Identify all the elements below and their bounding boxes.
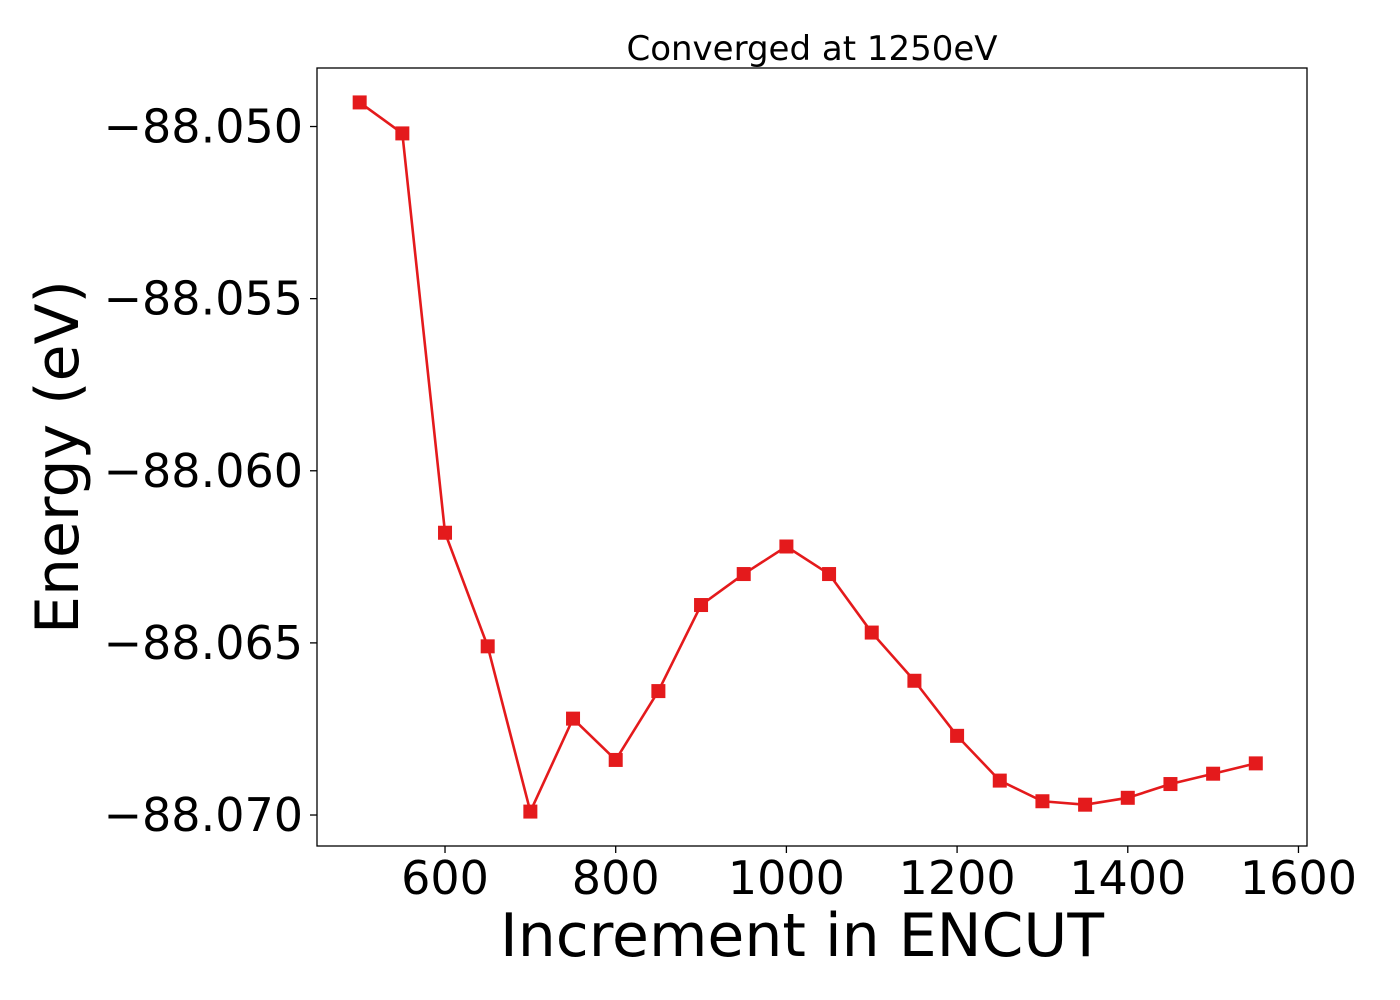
data-point-marker	[736, 567, 751, 582]
x-tick-label: 1000	[728, 851, 845, 905]
y-tick-label: −88.060	[104, 444, 304, 498]
y-tick-label: −88.055	[104, 272, 304, 326]
x-tick-label: 1400	[1069, 851, 1186, 905]
y-tick-label: −88.050	[104, 100, 304, 154]
y-axis-label: Energy (eV)	[23, 280, 93, 634]
data-point-marker	[1248, 756, 1263, 771]
data-point-marker	[1163, 777, 1178, 792]
x-tick-label: 1600	[1240, 851, 1357, 905]
data-point-marker	[480, 639, 495, 654]
data-point-marker	[779, 539, 794, 554]
y-tick-label: −88.065	[104, 616, 304, 670]
data-point-marker	[608, 752, 623, 767]
series-line	[358, 101, 1257, 813]
data-point-marker	[566, 711, 581, 726]
data-point-marker	[523, 804, 538, 819]
plot-area-frame	[316, 67, 1308, 847]
data-point-marker	[694, 598, 709, 613]
data-point-marker	[907, 673, 922, 688]
data-point-marker	[395, 126, 410, 141]
data-point-marker	[822, 567, 837, 582]
x-tick-label: 1200	[899, 851, 1016, 905]
data-point-marker	[1035, 794, 1050, 809]
data-point-marker	[651, 684, 666, 699]
x-axis-label: Increment in ENCUT	[500, 901, 1104, 971]
x-tick-label: 800	[572, 851, 660, 905]
x-tick-label: 600	[401, 851, 489, 905]
data-point-marker	[1078, 797, 1093, 812]
data-point-marker	[438, 525, 453, 540]
data-point-marker	[992, 773, 1007, 788]
chart-title: Converged at 1250eV	[626, 29, 997, 69]
data-point-marker	[352, 95, 367, 110]
data-series	[352, 95, 1263, 819]
y-axis: −88.050 −88.055 −88.060 −88.065 −88.070	[104, 100, 317, 842]
data-point-marker	[1120, 790, 1135, 805]
x-axis: 600 800 1000 1200 1400 1600	[401, 846, 1357, 905]
data-point-marker	[950, 728, 965, 743]
data-point-marker	[1206, 766, 1221, 781]
y-tick-label: −88.070	[104, 788, 304, 842]
data-point-marker	[864, 625, 879, 640]
